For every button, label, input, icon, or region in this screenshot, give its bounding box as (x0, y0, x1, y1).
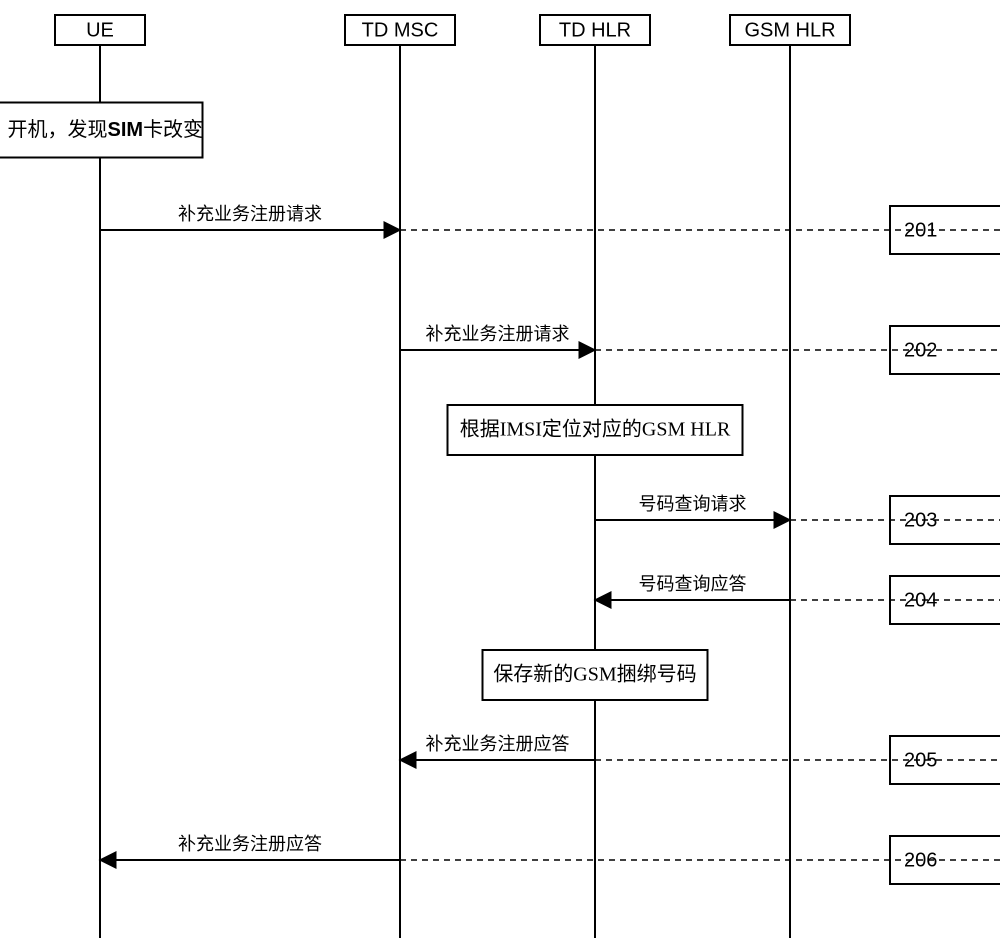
note-text-1: 根据IMSI定位对应的GSM HLR (460, 418, 731, 441)
message-label-m201: 补充业务注册请求 (178, 204, 322, 224)
note-text-0: 开机，发现SIM卡改变 (8, 118, 204, 142)
message-label-m203: 号码查询请求 (639, 494, 747, 514)
ref-text-206: 206 (904, 849, 937, 871)
actor-label-gsmhlr: GSM HLR (744, 19, 835, 41)
message-label-m205: 补充业务注册应答 (426, 734, 570, 754)
message-label-m204: 号码查询应答 (639, 574, 747, 594)
actor-label-ue: UE (86, 19, 114, 41)
ref-text-204: 204 (904, 589, 937, 611)
sequence-diagram: UE TD MSC TD HLR GSM HLR 开机，发现SIM卡改变根据IMSI定位… (0, 0, 1000, 948)
actor-label-tdmsc: TD MSC (362, 19, 439, 41)
message-label-m202: 补充业务注册请求 (426, 324, 570, 344)
note-text-2: 保存新的GSM捆绑号码 (493, 663, 696, 686)
message-label-m206: 补充业务注册应答 (178, 834, 322, 854)
ref-text-205: 205 (904, 749, 937, 771)
actor-label-tdhlr: TD HLR (559, 19, 631, 41)
ref-text-201: 201 (904, 219, 937, 241)
ref-text-203: 203 (904, 509, 937, 531)
ref-text-202: 202 (904, 339, 937, 361)
